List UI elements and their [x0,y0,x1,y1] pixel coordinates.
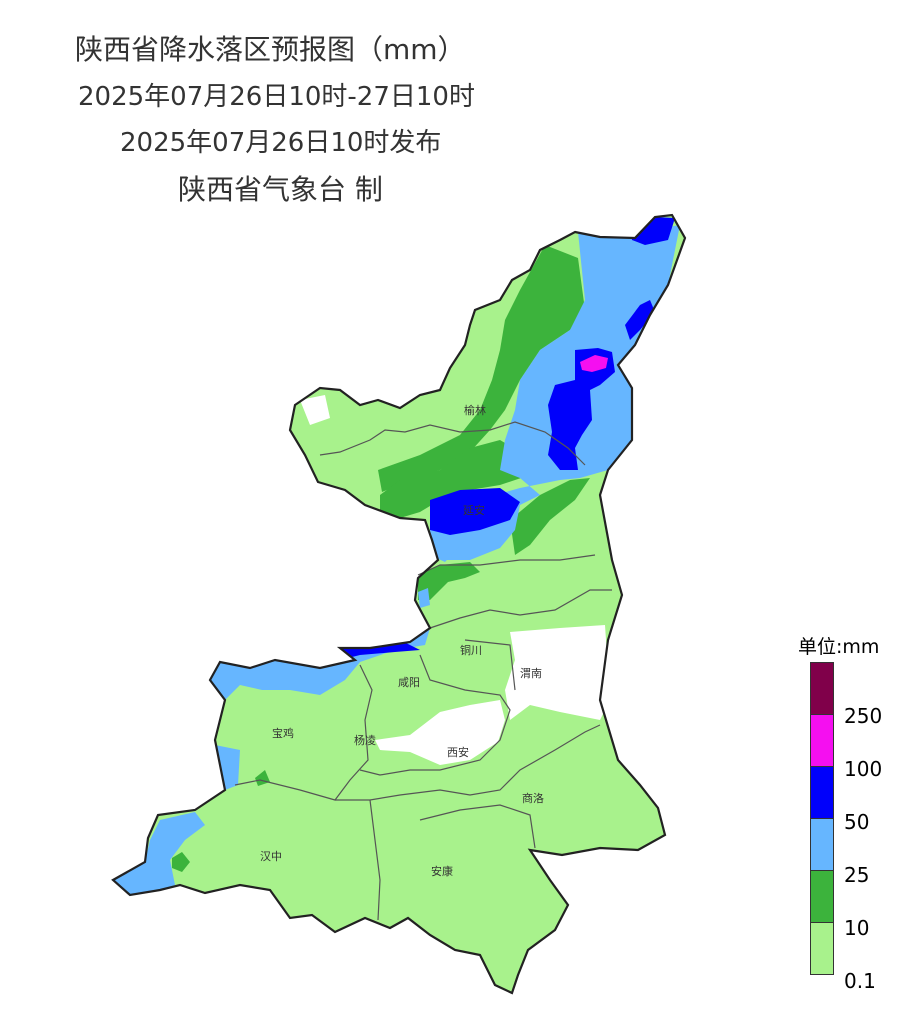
rain-50-100-east-core [548,348,615,470]
forecast-period: 2025年07月26日10时-27日10时 [78,82,475,112]
legend-tick-label: 100 [844,757,883,781]
legend-tick-label: 10 [844,916,870,940]
city-label-tongchuan: 铜川 [460,643,482,657]
city-label-xianyang: 咸阳 [398,676,420,689]
city-label-yanan: 延安 [463,503,485,517]
rain-100-250-core [580,355,608,372]
legend-tick-label: 50 [844,810,870,834]
legend-swatch [810,922,834,975]
legend-tick-label: 250 [844,704,883,728]
city-label-shangluo: 商洛 [522,791,544,805]
rain-25-50-south-west-strip [210,628,430,700]
legend-unit-label: 单位:mm [798,636,880,658]
rain-10-25-central [380,440,530,518]
legend-swatch [810,818,834,871]
city-label-weinan: 渭南 [520,667,542,680]
no-rain-area-weinan [505,625,610,720]
city-boundaries [234,421,612,921]
city-label-ankang: 安康 [431,864,453,878]
city-label-baoji: 宝鸡 [272,726,294,740]
city-label-xian: 西安 [447,745,469,759]
legend-color-bar [810,662,834,975]
province-boundary [111,213,687,995]
rain-50-100-southwest [335,640,420,660]
legend-swatch [810,870,834,923]
rain-10-25-southeast-yanan [510,478,590,555]
map-title: 陕西省降水落区预报图（mm） [75,33,466,66]
issue-time: 2025年07月26日10时发布 [120,128,442,158]
city-label-yulin: 榆林 [464,403,486,417]
rain-25-50-baoji-west [212,745,240,790]
rain-10-25-hanzhong-spot [172,852,190,872]
legend-swatch [810,662,834,715]
city-label-hanzhong: 汉中 [260,850,282,863]
publisher: 陕西省气象台 制 [178,173,383,206]
legend-tick-label: 25 [844,863,870,887]
rain-50-100-northeast-edge [625,300,655,340]
legend-swatch [810,714,834,767]
city-label-yangling: 杨凌 [354,733,376,747]
no-rain-area-xian [375,700,505,765]
legend-tick-label: 0.1 [844,969,876,993]
legend-swatch [810,766,834,819]
no-rain-area-northwest [300,395,330,425]
rain-25-50-spot-yanan-south [418,588,430,608]
rain-50-100-yanan [430,488,520,535]
rain-10-25-south-yanan [418,562,480,600]
rain-25-50-hanzhong-west [113,812,205,895]
rain-10-25-north [378,245,585,492]
